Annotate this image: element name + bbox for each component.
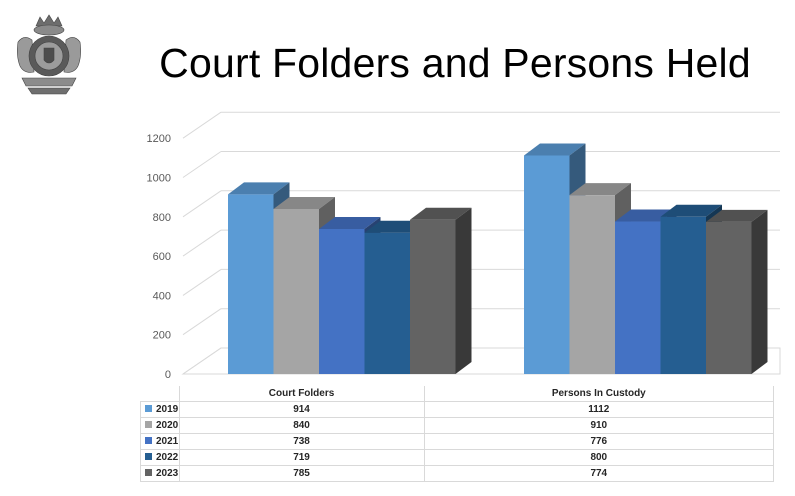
bar-front	[319, 228, 365, 374]
data-table-corner	[140, 386, 180, 402]
y-tick-label: 1000	[147, 173, 171, 185]
data-table-row: 2023 785 774	[140, 465, 775, 482]
legend-label: 2021	[156, 436, 179, 447]
y-tick-label: 400	[153, 290, 171, 302]
data-value: 840	[178, 417, 425, 434]
bar-front	[524, 155, 570, 374]
data-value: 774	[423, 465, 775, 482]
data-table-row: 2020 840 910	[140, 417, 775, 434]
bar-top	[660, 204, 722, 217]
data-table-header: Court Folders Persons In Custody	[140, 386, 775, 402]
data-value: 800	[423, 449, 775, 466]
gridline-depth	[182, 151, 222, 178]
y-tick-label: 0	[165, 369, 171, 381]
bar-top	[319, 216, 381, 229]
legend-label: 2020	[156, 420, 179, 431]
bar-top	[569, 183, 631, 196]
data-table-row: 2021 738 776	[140, 433, 775, 450]
bar-front	[410, 219, 456, 374]
bar-front	[660, 216, 706, 374]
gridline-depth	[182, 111, 222, 139]
y-tick-label: 800	[153, 212, 171, 224]
bar-side	[455, 207, 472, 374]
data-value: 910	[423, 417, 775, 434]
category-label-persons-in-custody: Persons In Custody	[423, 386, 775, 402]
bar-side	[751, 209, 768, 374]
bar-top	[706, 209, 768, 222]
legend-entry: 2023	[140, 465, 180, 482]
data-table-row: 2022 719 800	[140, 449, 775, 466]
data-table: Court Folders Persons In Custody 2019 91…	[140, 386, 775, 482]
bar-top	[410, 207, 472, 220]
page-title: Court Folders and Persons Held	[159, 40, 751, 86]
bar-front	[228, 194, 274, 374]
legend-label: 2023	[156, 468, 179, 479]
data-value: 914	[178, 401, 425, 418]
bar-front	[273, 208, 319, 374]
bar-front	[569, 195, 615, 374]
gridline-depth	[182, 190, 222, 218]
bar-front	[364, 232, 410, 374]
legend-swatch	[145, 437, 152, 444]
data-table-row: 2019 914 1112	[140, 401, 775, 418]
data-value: 1112	[423, 401, 775, 418]
legend-swatch	[145, 405, 152, 412]
bar-top	[524, 143, 586, 156]
gridline-depth	[182, 308, 222, 336]
rcmp-crest-logo	[17, 14, 81, 95]
category-label-court-folders: Court Folders	[178, 386, 425, 402]
data-value: 776	[423, 433, 775, 450]
data-value: 738	[178, 433, 425, 450]
legend-swatch	[145, 453, 152, 460]
bar	[706, 209, 768, 374]
legend-label: 2019	[156, 404, 179, 415]
y-tick-label: 200	[153, 330, 171, 342]
bar-top	[273, 196, 335, 209]
legend-label: 2022	[156, 452, 179, 463]
y-tick-label: 1200	[147, 133, 171, 145]
bar-front	[706, 221, 752, 374]
bar-top	[228, 182, 290, 195]
data-value: 719	[178, 449, 425, 466]
gridline-depth	[182, 268, 222, 296]
chart-bars	[228, 143, 768, 374]
legend-entry: 2021	[140, 433, 180, 450]
bar	[410, 207, 472, 374]
legend-entry: 2022	[140, 449, 180, 466]
gridline-depth	[182, 229, 222, 257]
y-axis-ticks: 0 200 400 600 800 1000 1200	[147, 133, 171, 381]
legend-entry: 2019	[140, 401, 180, 418]
data-value: 785	[178, 465, 425, 482]
y-tick-label: 600	[153, 251, 171, 263]
legend-swatch	[145, 421, 152, 428]
bar-front	[615, 221, 661, 374]
legend-swatch	[145, 469, 152, 476]
legend-entry: 2020	[140, 417, 180, 434]
